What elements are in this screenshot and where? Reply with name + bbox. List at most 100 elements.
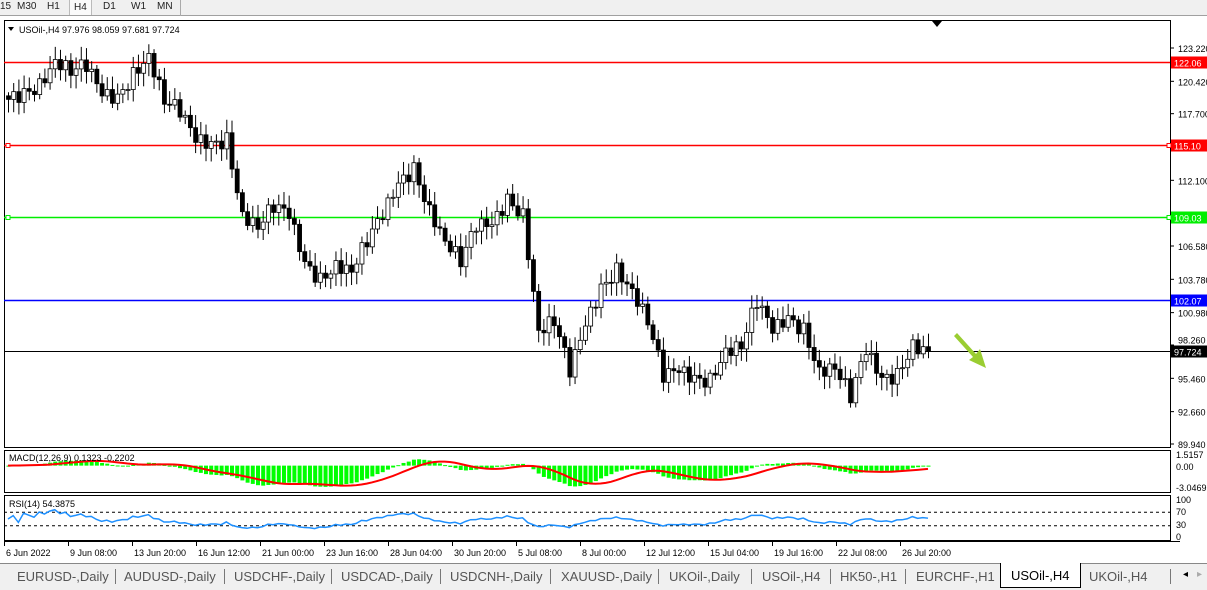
candle-body xyxy=(26,88,32,92)
macd-histogram-bar xyxy=(94,461,99,466)
candle-body xyxy=(427,201,432,206)
candle-body xyxy=(177,99,183,118)
candle-body xyxy=(889,373,895,385)
tf-h1[interactable]: H1 xyxy=(47,1,60,12)
macd-histogram-bar xyxy=(469,465,474,471)
price-tick-label: 103.780 xyxy=(1178,275,1207,285)
macd-histogram-bar xyxy=(739,465,744,473)
chart-tab[interactable]: USDCNH-,Daily xyxy=(450,569,543,584)
level-price-label: 122.06 xyxy=(1174,59,1202,69)
candle-body xyxy=(58,59,63,71)
macd-histogram-bar xyxy=(281,465,286,483)
macd-histogram-bar xyxy=(214,465,219,475)
scroll-right-icon[interactable]: ▸ xyxy=(1197,569,1203,580)
chart-tab[interactable]: HK50-,H1 xyxy=(840,569,898,584)
macd-histogram-bar xyxy=(822,465,827,470)
tf-mn[interactable]: MN xyxy=(157,1,173,12)
rsi-line xyxy=(7,508,929,530)
tf-w1[interactable]: W1 xyxy=(131,1,146,12)
candle-body xyxy=(692,374,698,383)
macd-histogram-bar xyxy=(100,462,105,466)
price-chart[interactable]: 123.220 120.420 117.700 112.100 106.580 103.7… xyxy=(0,0,1207,563)
candle-body xyxy=(671,368,677,372)
chart-tab[interactable]: AUDUSD-,Daily xyxy=(124,569,216,584)
candle-body xyxy=(614,262,620,284)
macd-histogram-bar xyxy=(760,464,765,466)
level-price-label: 102.07 xyxy=(1174,297,1202,307)
chart-tab[interactable]: EURUSD-,Daily xyxy=(17,569,109,584)
time-tick-label: 23 Jun 16:00 xyxy=(326,548,378,558)
candle-body xyxy=(32,90,37,95)
candle-body xyxy=(130,67,136,90)
time-tick-label: 6 Jun 2022 xyxy=(6,548,51,558)
price-tick-label: 123.220 xyxy=(1178,44,1207,54)
candle-body xyxy=(505,193,510,216)
macd-histogram-bar xyxy=(359,465,364,481)
candle-body xyxy=(868,352,874,356)
candle-body xyxy=(536,290,542,331)
candle-body xyxy=(255,217,261,230)
macd-histogram-bar xyxy=(193,465,198,473)
main-panel xyxy=(4,20,1171,448)
candle-body xyxy=(411,162,417,183)
macd-histogram-bar xyxy=(313,465,318,487)
tab-separator xyxy=(550,569,551,584)
macd-histogram-bar xyxy=(354,465,359,483)
tab-separator xyxy=(331,569,332,584)
macd-histogram-bar xyxy=(708,465,713,480)
candle-body xyxy=(453,246,458,253)
macd-histogram-bar xyxy=(448,465,453,467)
tf-d1[interactable]: D1 xyxy=(103,1,116,12)
candle-body xyxy=(733,341,739,356)
candle-body xyxy=(323,272,328,279)
price-tick-label: 112.100 xyxy=(1178,176,1207,186)
candle-body xyxy=(489,224,495,227)
candle-body xyxy=(624,281,630,285)
chart-tab[interactable]: EURCHF-,H1 xyxy=(916,569,995,584)
macd-histogram-bar xyxy=(744,465,749,471)
candle-body xyxy=(167,103,173,106)
candle-body xyxy=(250,217,256,226)
candle-body xyxy=(260,221,266,230)
time-tick-label: 12 Jul 12:00 xyxy=(646,548,695,558)
candle-body xyxy=(16,91,22,103)
macd-histogram-bar xyxy=(495,465,500,467)
candle-body xyxy=(136,67,141,74)
macd-histogram-bar xyxy=(344,465,349,485)
scroll-left-icon[interactable]: ◂ xyxy=(1183,569,1189,580)
level-price-tag xyxy=(1171,139,1207,152)
candle-body xyxy=(447,240,453,253)
chart-tab[interactable]: UKOil-,Daily xyxy=(669,569,740,584)
macd-histogram-bar xyxy=(895,465,900,471)
macd-histogram-bar xyxy=(178,465,183,469)
chart-tab[interactable]: USOil-,H4 xyxy=(1000,563,1081,588)
macd-histogram-bar xyxy=(292,465,297,483)
price-tick-label: 100.980 xyxy=(1178,309,1207,319)
candle-body xyxy=(245,211,250,226)
candle-body xyxy=(208,141,214,149)
macd-histogram-bar xyxy=(422,459,427,466)
chart-tab[interactable]: USDCHF-,Daily xyxy=(234,569,325,584)
candle-body xyxy=(188,114,193,129)
candle-body xyxy=(11,91,17,100)
level-price-tag xyxy=(1171,56,1207,69)
tf-m30[interactable]: M30 xyxy=(17,1,37,12)
macd-histogram-bar xyxy=(463,465,468,471)
macd-histogram-bar xyxy=(271,465,276,485)
macd-histogram-bar xyxy=(635,465,640,470)
macd-histogram-bar xyxy=(183,465,188,470)
price-tick-label: 92.660 xyxy=(1178,408,1206,418)
price-tick-label: 98.260 xyxy=(1178,336,1206,346)
candle-body xyxy=(338,260,344,274)
macd-histogram-bar xyxy=(266,465,271,485)
chart-tab[interactable]: XAUUSD-,Daily xyxy=(561,569,653,584)
candle-body xyxy=(775,319,781,334)
tf-m15[interactable]: 15 xyxy=(0,1,12,12)
chart-tab[interactable]: UKOil-,H4 xyxy=(1089,569,1148,584)
rsi-tick-label: 100 xyxy=(1176,495,1191,505)
macd-histogram-bar xyxy=(921,465,926,467)
tf-h4[interactable]: H4 xyxy=(69,0,92,15)
chart-tab[interactable]: USDCAD-,Daily xyxy=(341,569,433,584)
chart-tab[interactable]: USOil-,H4 xyxy=(762,569,821,584)
candle-body xyxy=(759,305,765,308)
